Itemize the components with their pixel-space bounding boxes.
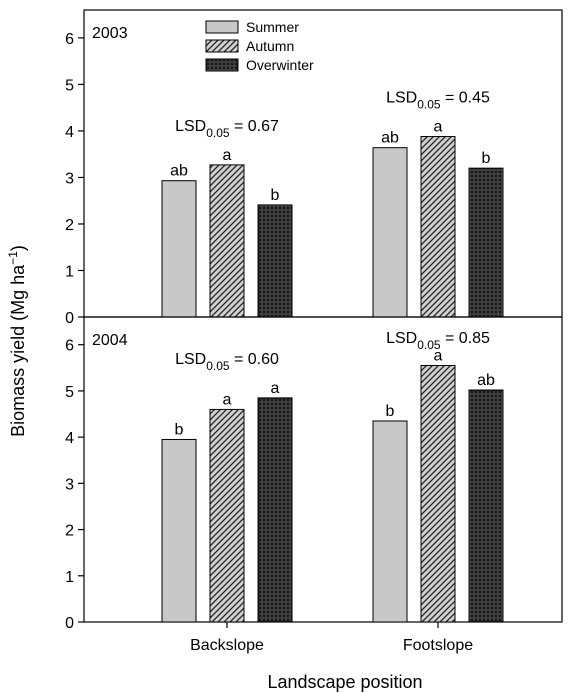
y-tick-label: 5 [65,384,74,401]
bar-summer-footslope [372,147,408,318]
lsd-value: = 0.67 [230,118,279,135]
bar-autumn-backslope [209,408,245,623]
significance-label: a [223,147,232,164]
significance-label: a [434,348,443,365]
bar-summer-backslope [161,438,197,623]
y-axis-title-sup: −1 [6,251,20,265]
legend-label-autumn: Autumn [246,38,294,54]
legend: Summer Autumn Overwinter [205,19,314,73]
bar-summer-backslope [161,180,197,318]
legend-swatch-autumn [205,39,239,53]
significance-label: ab [170,163,188,180]
bar-autumn-backslope [209,164,245,318]
lsd-annotation: LSD0.05 = 0.60 [175,351,279,373]
significance-label: b [386,403,395,420]
x-axis-title: Landscape position [267,672,422,692]
y-axis-title: Biomass yield (Mg ha−1) [6,245,28,437]
legend-label-summer: Summer [246,19,299,35]
lsd-prefix: LSD [175,351,206,368]
bar-overwinter-footslope [468,389,504,623]
lsd-prefix: LSD [175,118,206,135]
significance-label: b [175,421,184,438]
bar-summer-footslope [372,420,408,623]
y-tick-label: 4 [65,124,74,141]
legend-swatch-summer [205,20,239,34]
y-tick-label: 6 [65,338,74,355]
panel-label-2004: 2004 [92,332,128,349]
lsd-value: = 0.60 [230,351,279,368]
lsd-subscript: 0.05 [417,338,441,352]
bar-overwinter-backslope [257,397,293,623]
bar-autumn-footslope [420,365,456,623]
panel-label-2003: 2003 [92,25,128,42]
lsd-annotation: LSD0.05 = 0.45 [386,90,490,112]
legend-swatch-overwinter [205,58,239,72]
y-tick-label: 4 [65,430,74,447]
x-tick-label-backslope: Backslope [190,637,264,654]
y-tick-label: 5 [65,77,74,94]
bar-overwinter-footslope [468,167,504,318]
legend-label-overwinter: Overwinter [246,57,314,73]
bar-overwinter-backslope [257,204,293,318]
lsd-prefix: LSD [386,330,417,347]
x-tick-label-footslope: Footslope [403,637,473,654]
lsd-subscript: 0.05 [206,359,230,373]
significance-label: b [271,187,280,204]
y-axis-title-tail: ) [8,245,28,251]
significance-label: a [223,391,232,408]
significance-label: ab [381,130,399,147]
y-tick-label: 1 [65,569,74,586]
lsd-annotation: LSD0.05 = 0.85 [386,330,490,352]
significance-label: b [482,150,491,167]
y-tick-label: 2 [65,217,74,234]
bar-autumn-footslope [420,136,456,318]
y-tick-label: 0 [65,310,74,327]
y-tick-label: 2 [65,523,74,540]
y-tick-label: 0 [65,615,74,632]
lsd-prefix: LSD [386,90,417,107]
lsd-value: = 0.45 [441,90,490,107]
y-tick-label: 3 [65,476,74,493]
significance-label: ab [477,372,495,389]
lsd-annotation: LSD0.05 = 0.67 [175,118,279,140]
y-tick-label: 3 [65,170,74,187]
y-tick-label: 6 [65,31,74,48]
panel-frame [83,316,563,623]
significance-label: a [434,119,443,136]
lsd-subscript: 0.05 [417,98,441,112]
significance-label: a [271,380,280,397]
lsd-value: = 0.85 [441,330,490,347]
y-axis-title-base: Biomass yield (Mg ha [8,264,28,437]
y-tick-label: 1 [65,263,74,280]
lsd-subscript: 0.05 [206,126,230,140]
